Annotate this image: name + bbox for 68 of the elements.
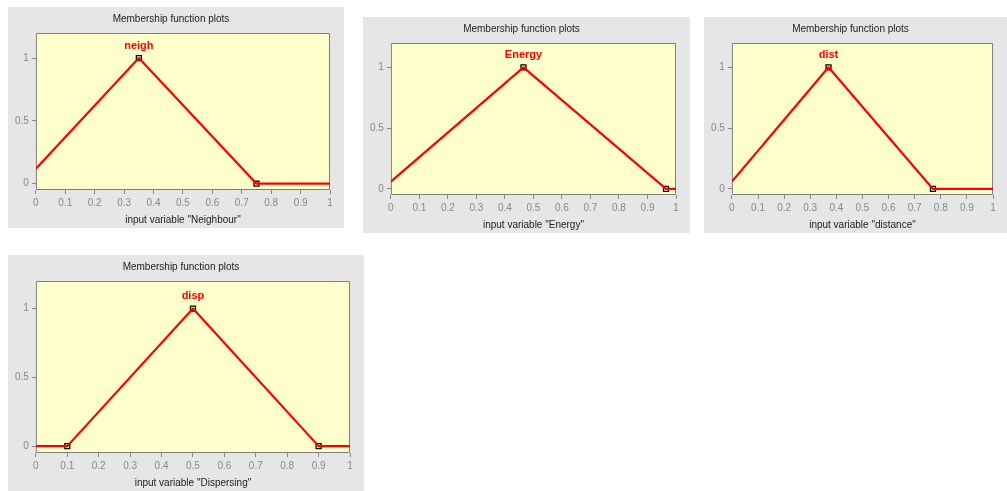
y-tick-label: 0.5 <box>15 114 30 126</box>
x-tick-label: 0.1 <box>412 201 427 213</box>
y-tick-label: 0.5 <box>711 121 726 133</box>
x-tick-label: 1 <box>673 201 680 213</box>
x-tick-label: 0.8 <box>264 196 279 208</box>
x-tick-label: 0.4 <box>146 196 161 208</box>
x-tick-label: 0.1 <box>58 196 73 208</box>
y-tick-label: 0 <box>23 177 30 189</box>
x-tick-label: 0.8 <box>933 201 949 213</box>
x-tick-label: 0.7 <box>234 196 250 208</box>
x-tick-label: 0.3 <box>117 196 132 208</box>
x-tick-label: 0.6 <box>205 196 220 208</box>
x-tick-label: 0.8 <box>612 201 627 213</box>
x-tick-label: 1 <box>990 201 997 213</box>
x-axis-title: input variable "Dispersing" <box>134 476 252 488</box>
x-tick-label: 0.3 <box>123 459 138 471</box>
x-tick-label: 0.7 <box>583 201 598 213</box>
x-tick-label: 0.3 <box>469 201 484 213</box>
x-tick-label: 0.5 <box>176 196 191 208</box>
x-tick-label: 0 <box>729 201 736 213</box>
x-tick-label: 0.9 <box>311 459 326 471</box>
x-tick-label: 0.4 <box>154 459 169 471</box>
x-tick-label: 0 <box>33 196 40 208</box>
y-tick-label: 1 <box>23 51 30 63</box>
chart-title: Membership function plots <box>122 260 240 272</box>
chart-title: Membership function plots <box>463 22 580 34</box>
x-tick-label: 0.5 <box>526 201 541 213</box>
x-tick-label: 0.1 <box>751 201 766 213</box>
x-tick-label: 1 <box>347 459 354 471</box>
x-tick-label: 0.2 <box>87 196 103 208</box>
x-tick-label: 0.9 <box>959 201 975 213</box>
x-tick-label: 0.5 <box>855 201 870 213</box>
x-axis-title: input variable "Neighbour" <box>125 213 242 225</box>
chart-title: Membership function plots <box>792 22 909 34</box>
x-tick-label: 0.6 <box>555 201 570 213</box>
y-tick-label: 0 <box>378 182 385 194</box>
y-tick-label: 0 <box>719 182 726 194</box>
x-tick-label: 0.2 <box>91 459 107 471</box>
x-tick-label: 0 <box>388 201 395 213</box>
y-tick-label: 1 <box>719 61 726 73</box>
x-tick-label: 0.6 <box>881 201 896 213</box>
x-tick-label: 0.6 <box>217 459 232 471</box>
annotation: Energy <box>504 47 543 60</box>
x-tick-label: 1 <box>327 196 334 208</box>
x-tick-label: 0.9 <box>640 201 655 213</box>
x-tick-label: 0.2 <box>777 201 792 213</box>
x-tick-label: 0.2 <box>440 201 456 213</box>
x-tick-label: 0.9 <box>293 196 308 208</box>
y-tick-label: 1 <box>23 302 30 314</box>
annotation: dist <box>818 47 839 60</box>
y-tick-label: 0 <box>23 439 30 451</box>
y-tick-label: 1 <box>378 61 385 73</box>
x-tick-label: 0.1 <box>60 459 75 471</box>
x-tick-label: 0.8 <box>280 459 295 471</box>
x-tick-label: 0.5 <box>186 459 201 471</box>
x-tick-label: 0.3 <box>803 201 818 213</box>
y-tick-label: 0.5 <box>15 371 30 383</box>
x-tick-label: 0 <box>33 459 40 471</box>
x-axis-title: input variable "distance" <box>809 218 917 230</box>
y-tick-label: 0.5 <box>370 121 385 133</box>
annotation: disp <box>181 289 205 302</box>
x-tick-label: 0.4 <box>829 201 844 213</box>
x-tick-label: 0.7 <box>907 201 923 213</box>
x-axis-title: input variable "Energy" <box>482 218 585 230</box>
annotation: neigh <box>124 38 154 51</box>
x-tick-label: 0.4 <box>497 201 513 213</box>
x-tick-label: 0.7 <box>248 459 264 471</box>
chart-title: Membership function plots <box>112 12 230 24</box>
